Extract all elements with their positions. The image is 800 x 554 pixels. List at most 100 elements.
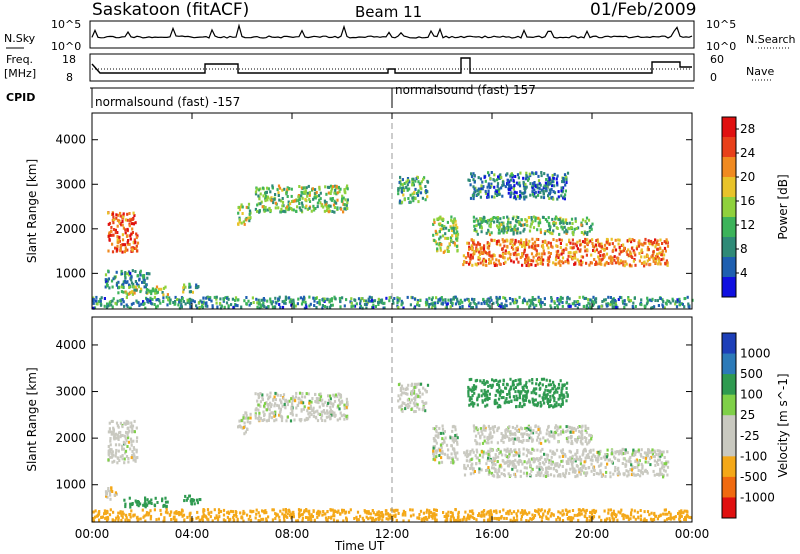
echo-cell	[454, 508, 457, 511]
echo-cell	[566, 296, 569, 300]
echo-cell	[266, 299, 269, 303]
echo-cell	[509, 474, 512, 477]
echo-cell	[443, 430, 446, 434]
echo-cell	[514, 238, 517, 242]
echo-cell	[547, 397, 550, 401]
echo-cell	[231, 297, 234, 301]
echo-cell	[284, 298, 287, 302]
echo-cell	[334, 413, 337, 417]
echo-cell	[432, 446, 435, 450]
echo-cell	[525, 466, 528, 470]
nave-tick-bottom: 0	[710, 71, 717, 84]
echo-cell	[587, 426, 590, 430]
echo-cell	[591, 458, 594, 462]
nsearch-tick-bottom: 10^0	[706, 40, 736, 53]
echo-cell	[191, 299, 195, 303]
echo-cell	[497, 225, 500, 229]
echo-cell	[548, 188, 551, 192]
echo-cell	[563, 473, 566, 477]
echo-cell	[557, 465, 560, 469]
echo-cell	[439, 450, 442, 454]
echo-cell	[631, 238, 634, 241]
echo-cell	[504, 252, 507, 255]
echo-cell	[601, 253, 605, 257]
echo-cell	[260, 200, 263, 204]
echo-cell	[121, 238, 125, 242]
echo-cell	[553, 397, 556, 400]
echo-cell	[247, 517, 250, 521]
echo-cell	[174, 302, 177, 306]
echo-cell	[485, 299, 488, 303]
echo-cell	[441, 234, 445, 238]
echo-cell	[570, 439, 573, 443]
echo-cell	[561, 428, 565, 432]
echo-cell	[542, 196, 546, 200]
echo-cell	[566, 222, 569, 225]
echo-cell	[441, 451, 444, 455]
echo-cell	[400, 408, 403, 412]
echo-cell	[616, 259, 620, 263]
echo-cell	[434, 458, 437, 462]
echo-cell	[386, 512, 390, 516]
echo-cell	[451, 303, 454, 307]
echo-cell	[567, 226, 570, 230]
echo-cell	[552, 222, 555, 226]
echo-cell	[508, 184, 511, 188]
echo-cell	[301, 300, 304, 304]
echo-cell	[679, 519, 682, 523]
echo-cell	[182, 290, 185, 294]
echo-cell	[339, 393, 342, 397]
echo-cell	[567, 457, 570, 461]
echo-cell	[645, 262, 648, 266]
echo-cell	[618, 295, 622, 299]
echo-cell	[509, 252, 512, 256]
echo-cell	[420, 187, 423, 191]
echo-cell	[539, 449, 542, 453]
echo-cell	[652, 250, 655, 254]
echo-cell	[461, 518, 464, 522]
echo-cell	[532, 429, 535, 433]
echo-cell	[550, 187, 553, 191]
echo-cell	[529, 428, 532, 432]
echo-cell	[520, 515, 523, 518]
echo-cell	[469, 472, 472, 476]
echo-cell	[327, 398, 331, 402]
echo-cell	[567, 436, 570, 440]
echo-cell	[480, 468, 483, 472]
echo-cell	[195, 304, 198, 308]
echo-cell	[530, 436, 533, 440]
echo-cell	[195, 283, 198, 287]
echo-cell	[329, 184, 332, 188]
echo-cell	[128, 429, 131, 433]
echo-cell	[196, 501, 199, 505]
echo-cell	[298, 397, 301, 401]
echo-cell	[550, 231, 553, 235]
echo-cell	[525, 519, 528, 522]
echo-cell	[331, 185, 335, 189]
echo-cell	[563, 225, 566, 229]
echo-cell	[687, 304, 690, 308]
echo-cell	[442, 298, 445, 302]
echo-cell	[92, 301, 95, 305]
echo-cell	[666, 263, 669, 267]
echo-cell	[545, 453, 548, 457]
echo-cell	[540, 471, 543, 475]
echo-cell	[295, 406, 298, 410]
echo-cell	[537, 174, 540, 178]
echo-cell	[498, 464, 501, 468]
echo-cell	[645, 470, 648, 473]
echo-cell	[367, 299, 370, 303]
echo-cell	[117, 449, 120, 453]
echo-cell	[128, 292, 131, 296]
echo-cell	[472, 388, 475, 392]
echo-cell	[447, 236, 450, 240]
echo-cell	[285, 419, 288, 423]
echo-cell	[432, 454, 435, 457]
echo-cell	[478, 442, 481, 446]
echo-cell	[657, 247, 660, 251]
echo-cell	[553, 434, 556, 438]
echo-cell	[607, 262, 610, 265]
echo-cell	[400, 299, 403, 303]
echo-cell	[604, 458, 607, 462]
echo-cell	[530, 298, 533, 302]
